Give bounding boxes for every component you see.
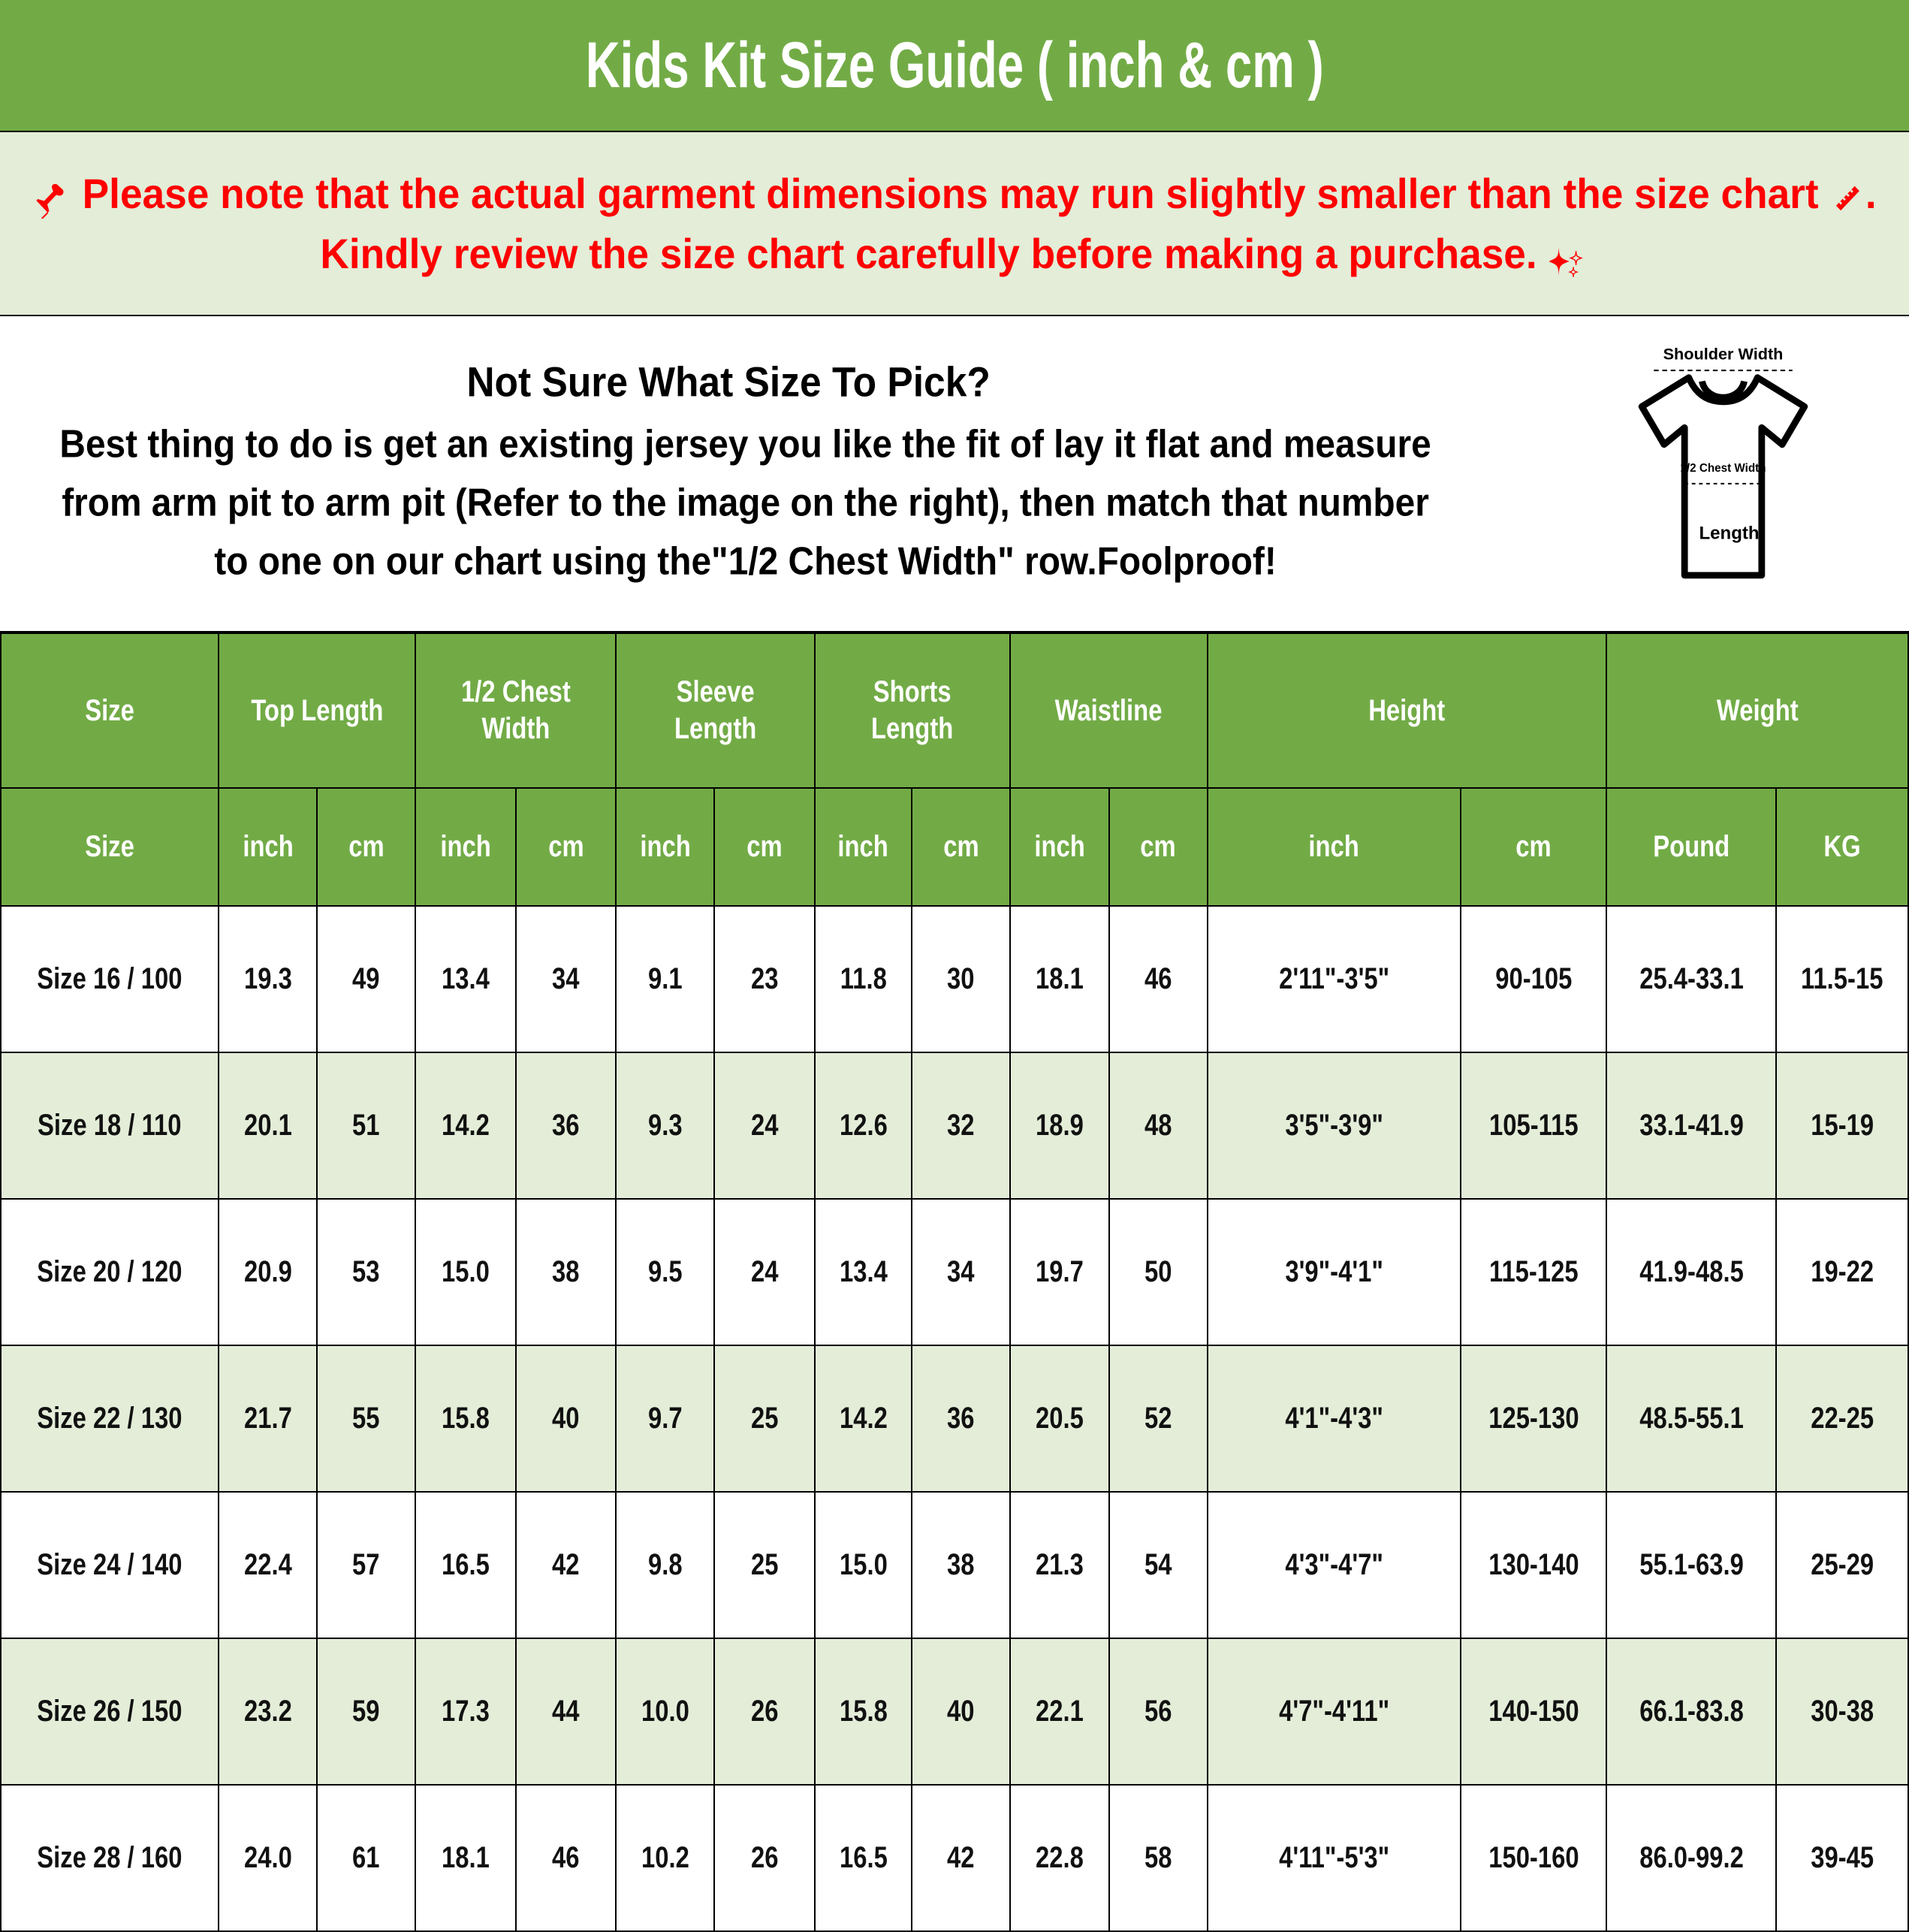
svg-text:1/2 Chest Width: 1/2 Chest Width [1680, 462, 1766, 475]
svg-text:Length: Length [1699, 524, 1759, 544]
svg-text:Shoulder Width: Shoulder Width [1663, 346, 1784, 364]
